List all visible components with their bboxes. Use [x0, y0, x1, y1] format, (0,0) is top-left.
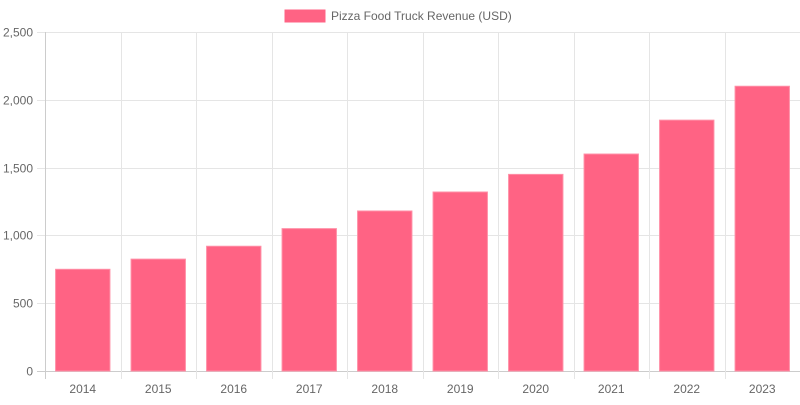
legend-label: Pizza Food Truck Revenue (USD) [331, 9, 512, 23]
legend-swatch [284, 9, 326, 23]
bar-2014 [55, 268, 111, 372]
x-tick-label: 2018 [371, 382, 398, 396]
x-tick-label: 2020 [522, 382, 549, 396]
y-tick-label: 0 [26, 365, 33, 379]
x-tick-label: 2015 [145, 382, 172, 396]
bar-2023 [734, 85, 790, 372]
x-tick-label: 2014 [69, 382, 96, 396]
legend[interactable]: Pizza Food Truck Revenue (USD) [284, 9, 512, 23]
x-tick-label: 2022 [673, 382, 700, 396]
bar-2022 [659, 119, 715, 372]
y-tick-label: 1,000 [3, 229, 33, 243]
x-tick-label: 2016 [220, 382, 247, 396]
bar-2016 [206, 245, 262, 372]
y-tick-label: 1,500 [3, 162, 33, 176]
x-tick-label: 2017 [296, 382, 323, 396]
y-tick-label: 2,500 [3, 26, 33, 40]
x-tick-label: 2023 [749, 382, 776, 396]
bar-2021 [583, 153, 639, 372]
y-tick-label: 500 [13, 297, 33, 311]
bar-2017 [281, 228, 337, 372]
bar-2015 [130, 258, 186, 372]
bar-2018 [357, 210, 413, 372]
bar-2020 [508, 173, 564, 372]
x-tick-label: 2019 [447, 382, 474, 396]
x-tick-label: 2021 [598, 382, 625, 396]
bar-2019 [432, 191, 488, 372]
y-tick-label: 2,000 [3, 94, 33, 108]
